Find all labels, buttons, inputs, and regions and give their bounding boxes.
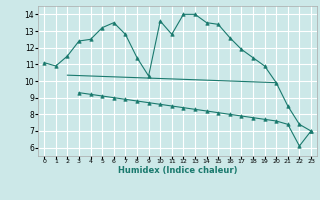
X-axis label: Humidex (Indice chaleur): Humidex (Indice chaleur) [118,166,237,175]
